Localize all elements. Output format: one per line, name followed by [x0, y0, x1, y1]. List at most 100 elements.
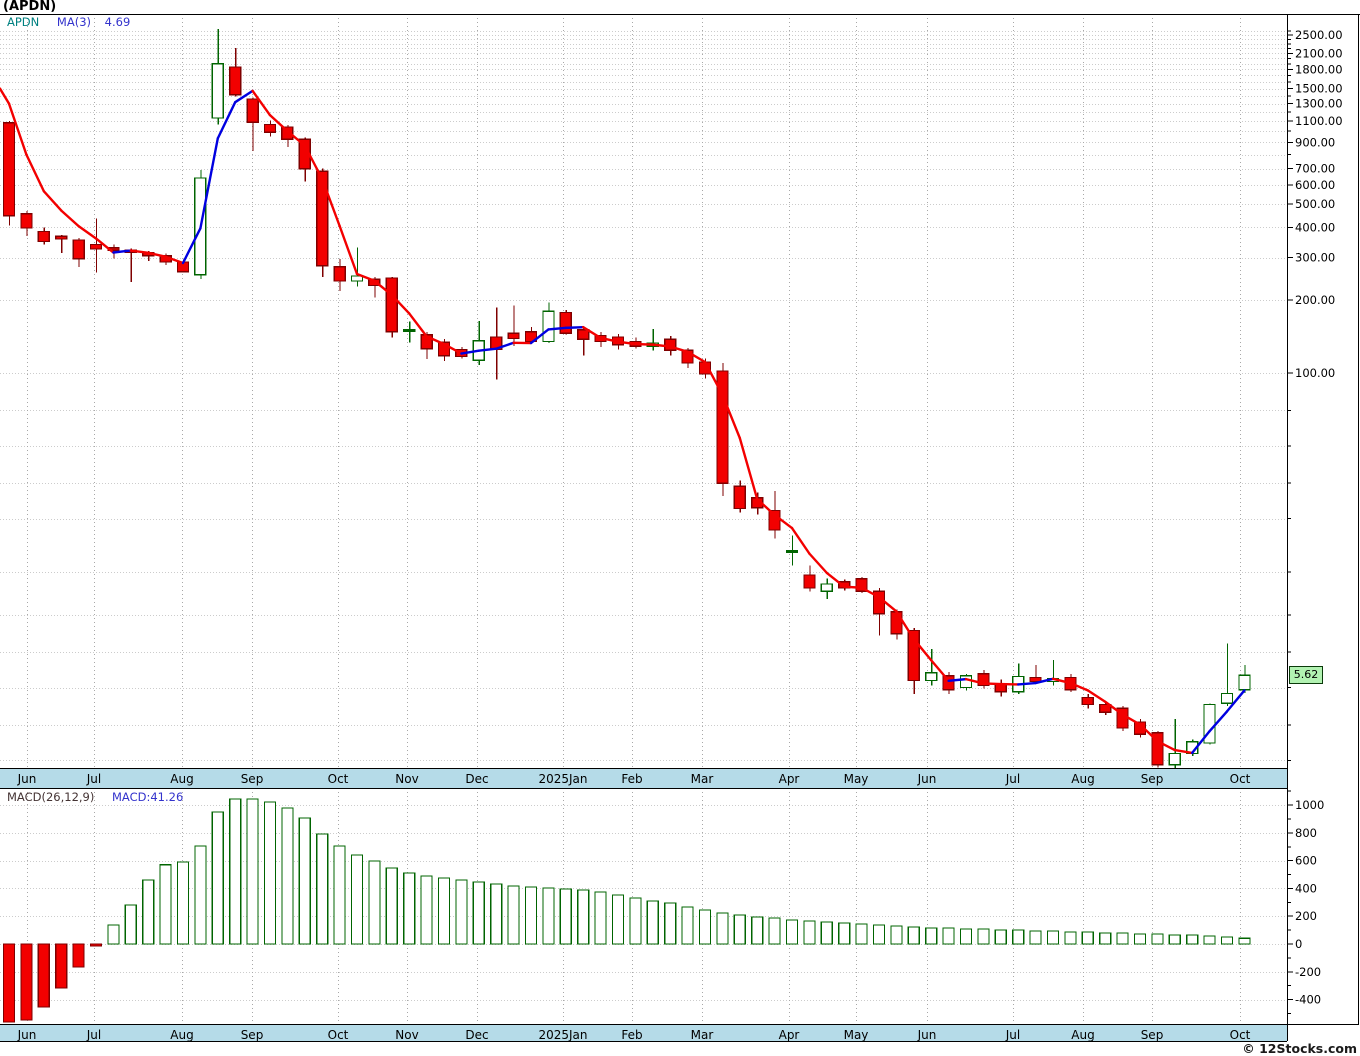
month-label: Apr [779, 772, 800, 786]
macd-bar [733, 914, 746, 945]
candle-up [785, 550, 799, 553]
macd-bar [55, 943, 68, 989]
ma-line-rising [1225, 689, 1246, 713]
macd-bar [907, 926, 920, 945]
macd-bar [368, 860, 381, 945]
month-label: Apr [779, 1028, 800, 1042]
ma-line-rising [216, 100, 237, 140]
macd-axis-label: 800 [1295, 826, 1317, 840]
candle-down [229, 66, 242, 96]
ma-line-falling [703, 360, 724, 396]
candle-down [1081, 696, 1094, 706]
price-axis-label: 200.00 [1295, 293, 1335, 307]
ma-line-rising [199, 137, 220, 230]
ma-line-falling [94, 237, 115, 254]
ma-line-falling [877, 595, 898, 613]
candle-down [681, 349, 694, 364]
ma-line-falling [442, 342, 463, 355]
ma-line-rising [477, 347, 498, 352]
candle-up [820, 583, 833, 592]
ma-line-falling [721, 393, 741, 440]
month-label: Sep [241, 1028, 264, 1042]
ma-line-falling [756, 497, 776, 517]
ma-line-falling [582, 325, 602, 340]
macd-bar [176, 861, 190, 945]
macd-bar [229, 798, 242, 945]
macd-axis-label: -400 [1295, 993, 1321, 1007]
macd-bar [89, 943, 103, 947]
macd-bar [977, 928, 990, 945]
ma-line-falling [982, 682, 1002, 686]
time-axis-bottom [0, 1024, 1287, 1041]
ma-line-falling [1069, 681, 1090, 692]
ma-line-falling [1086, 689, 1107, 703]
ma-line-falling [373, 279, 393, 297]
month-label: Aug [170, 772, 193, 786]
macd-legend: MACD(26,12,9) MACD:41.26 [7, 790, 183, 804]
ma-line-rising [181, 227, 202, 265]
ma-line-falling [251, 89, 272, 117]
macd-bar [855, 923, 868, 945]
macd-bar [681, 906, 694, 945]
ma-line-falling [1173, 748, 1194, 755]
ma-line-falling [686, 350, 707, 364]
month-label: Jul [1005, 772, 1020, 786]
candle-down [559, 311, 572, 334]
month-label: Nov [395, 772, 418, 786]
candle-down [246, 98, 259, 123]
macd-bar [959, 928, 973, 945]
ma-line-falling [930, 659, 950, 682]
month-label: Aug [1071, 772, 1094, 786]
candle-down [890, 610, 903, 635]
macd-bar [1151, 933, 1164, 945]
macd-bar [559, 888, 572, 945]
candle-up [1238, 674, 1251, 691]
candle-down [281, 126, 294, 141]
candle-down [1099, 703, 1112, 713]
month-label: Dec [465, 772, 488, 786]
ma-line-rising [1017, 681, 1037, 686]
macd-bar [716, 912, 729, 945]
ma-line-rising [1208, 710, 1229, 733]
ma-line-rising [1190, 729, 1211, 755]
ma-line-falling [1103, 700, 1124, 716]
macd-bar [594, 891, 607, 945]
candle-down [803, 574, 816, 589]
ma-line-falling [1121, 713, 1142, 726]
ma-line-falling [634, 342, 654, 346]
month-label: May [844, 772, 869, 786]
macd-bar [2, 943, 16, 1023]
month-label: Aug [1071, 1028, 1094, 1042]
macd-params-label: MACD(26,12,9) [7, 790, 95, 804]
macd-bar [664, 902, 677, 945]
ma-line-falling [390, 293, 411, 315]
month-label: Sep [1141, 1028, 1164, 1042]
candle-down [577, 329, 590, 340]
macd-bar [524, 886, 538, 945]
month-label: Oct [328, 1028, 349, 1042]
candle-down [385, 277, 398, 333]
ma-line-falling [669, 345, 689, 354]
macd-bar [542, 887, 555, 945]
symbol-label: APDN [7, 15, 40, 29]
ma-line-falling [286, 129, 306, 147]
candle-up [350, 275, 364, 282]
candle-down [316, 170, 329, 267]
candle-down [716, 370, 729, 484]
candle-down [368, 278, 381, 287]
month-label: Oct [1230, 772, 1251, 786]
macd-bar [925, 927, 938, 945]
ma-line-rising [460, 349, 480, 355]
ma-line-falling [1156, 739, 1177, 752]
macd-bar [698, 909, 712, 945]
macd-axis-label: -200 [1295, 965, 1321, 979]
price-axis-label: 400.00 [1295, 220, 1335, 234]
candle-up [959, 674, 973, 689]
month-label: Oct [1230, 1028, 1251, 1042]
macd-bar [820, 921, 833, 945]
macd-bar [403, 872, 416, 945]
ma-line-falling [338, 224, 359, 276]
macd-bar [768, 917, 781, 945]
ma-line-falling [77, 224, 98, 240]
macd-bar [298, 817, 311, 945]
